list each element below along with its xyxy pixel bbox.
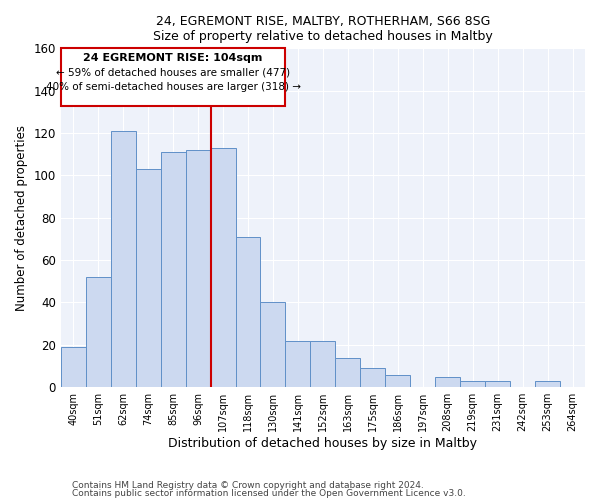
Bar bbox=[535, 381, 560, 387]
Text: 40% of semi-detached houses are larger (318) →: 40% of semi-detached houses are larger (… bbox=[46, 82, 301, 92]
Bar bbox=[86, 277, 111, 387]
Bar bbox=[211, 148, 236, 387]
Bar bbox=[236, 237, 260, 387]
Bar bbox=[335, 358, 361, 387]
Text: Contains public sector information licensed under the Open Government Licence v3: Contains public sector information licen… bbox=[72, 489, 466, 498]
Bar bbox=[286, 340, 310, 387]
Bar bbox=[385, 374, 410, 387]
Bar bbox=[111, 131, 136, 387]
Bar bbox=[161, 152, 185, 387]
Title: 24, EGREMONT RISE, MALTBY, ROTHERHAM, S66 8SG
Size of property relative to detac: 24, EGREMONT RISE, MALTBY, ROTHERHAM, S6… bbox=[153, 15, 493, 43]
Text: 24 EGREMONT RISE: 104sqm: 24 EGREMONT RISE: 104sqm bbox=[83, 52, 263, 62]
Bar bbox=[361, 368, 385, 387]
Bar bbox=[485, 381, 510, 387]
Bar bbox=[260, 302, 286, 387]
Bar bbox=[136, 169, 161, 387]
Bar bbox=[61, 347, 86, 387]
Bar bbox=[460, 381, 485, 387]
Text: ← 59% of detached houses are smaller (477): ← 59% of detached houses are smaller (47… bbox=[56, 68, 290, 78]
X-axis label: Distribution of detached houses by size in Maltby: Distribution of detached houses by size … bbox=[169, 437, 478, 450]
Bar bbox=[310, 340, 335, 387]
Bar bbox=[435, 376, 460, 387]
FancyBboxPatch shape bbox=[61, 48, 286, 106]
Y-axis label: Number of detached properties: Number of detached properties bbox=[15, 125, 28, 311]
Bar bbox=[185, 150, 211, 387]
Text: Contains HM Land Registry data © Crown copyright and database right 2024.: Contains HM Land Registry data © Crown c… bbox=[72, 480, 424, 490]
